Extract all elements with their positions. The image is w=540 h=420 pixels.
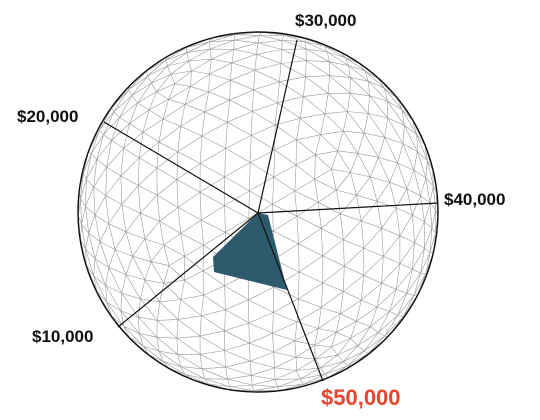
- axis-label-40000: $40,000: [444, 190, 505, 209]
- axis-spokes: [103, 39, 439, 382]
- spoke-20000: [103, 121, 259, 214]
- spoke-30000: [257, 39, 298, 214]
- axis-label-10000: $10,000: [32, 327, 93, 346]
- spoke-10000: [117, 212, 259, 328]
- sphere-outline: [77, 31, 439, 393]
- axis-label-30000: $30,000: [295, 11, 356, 30]
- axis-label-50000-highlight: $50,000: [321, 385, 401, 410]
- spoke-40000: [257, 202, 439, 214]
- value-region-polygon: [213, 213, 287, 290]
- spoke-50000: [257, 212, 324, 382]
- axis-label-20000: $20,000: [17, 107, 78, 126]
